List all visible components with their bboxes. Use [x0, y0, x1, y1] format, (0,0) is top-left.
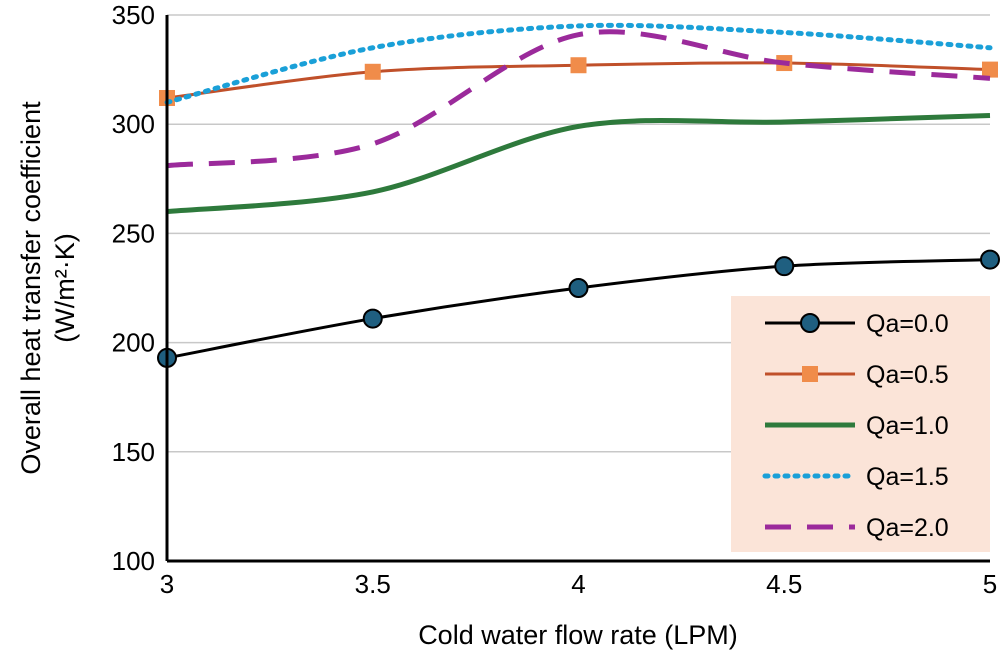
legend-item-qa-1-0: Qa=1.0 [765, 412, 949, 440]
axes [165, 15, 990, 563]
series-line-qa-2-0 [166, 29, 991, 169]
data-point-qa-0-5 [982, 61, 998, 78]
x-tick-label: 3 [160, 569, 174, 599]
series-qa-1-5 [164, 22, 993, 105]
legend-label-qa-2-0: Qa=2.0 [866, 514, 949, 542]
legend-label-qa-0-0: Qa=0.0 [866, 310, 949, 338]
series-qa-0-5 [159, 55, 998, 106]
x-tick-label: 4 [571, 569, 585, 599]
x-tick-labels: 3 3.5 4 4.5 5 [160, 569, 997, 599]
y-tick-label: 200 [112, 328, 155, 358]
x-tick-label: 3.5 [355, 569, 391, 599]
series-line-qa-1-5 [164, 22, 993, 105]
series-qa-1-0 [166, 112, 991, 215]
series-qa-0-0 [157, 249, 1000, 368]
data-point-qa-0-0 [980, 249, 1000, 270]
legend-item-qa-0-5: Qa=0.5 [765, 361, 949, 389]
data-point-qa-0-0 [774, 256, 795, 277]
x-tick-label: 4.5 [766, 569, 802, 599]
y-axis-title-line1: Overall heat transfer coefficient [16, 101, 46, 475]
data-point-qa-0-5 [570, 57, 587, 74]
y-axis-title-line2: (W/m²·K) [50, 233, 80, 342]
data-point-qa-0-0 [362, 308, 383, 329]
legend-item-qa-0-0: Qa=0.0 [765, 310, 949, 338]
y-tick-label: 150 [112, 437, 155, 467]
series-qa-2-0 [166, 29, 991, 169]
legend-label-qa-0-5: Qa=0.5 [866, 361, 949, 389]
data-point-qa-0-0 [568, 278, 589, 298]
legend-marker-qa-0-0 [800, 313, 820, 333]
y-axis-title: Overall heat transfer coefficient (W/m²·… [16, 101, 80, 475]
y-tick-label: 250 [112, 218, 155, 248]
legend-item-qa-1-5: Qa=1.5 [762, 463, 949, 491]
data-point-qa-0-5 [364, 63, 381, 80]
y-tick-labels: 100 150 200 250 300 350 [112, 0, 155, 576]
y-tick-label: 350 [112, 0, 155, 30]
legend-label-qa-1-5: Qa=1.5 [866, 463, 949, 491]
series-line-qa-1-0 [166, 112, 991, 215]
legend-label-qa-1-0: Qa=1.0 [866, 412, 949, 440]
y-tick-label: 100 [112, 546, 155, 576]
y-tick-label: 300 [112, 109, 155, 139]
legend-marker-qa-0-5 [802, 366, 818, 382]
x-tick-label: 5 [983, 569, 997, 599]
series-lines [157, 22, 1000, 368]
legend-item-qa-2-0: Qa=2.0 [765, 514, 949, 542]
x-axis-title: Cold water flow rate (LPM) [418, 620, 738, 650]
legend: Qa=0.0 Qa=0.5 Qa=1.0 Qa=1.5 Qa=2.0 [731, 296, 990, 552]
